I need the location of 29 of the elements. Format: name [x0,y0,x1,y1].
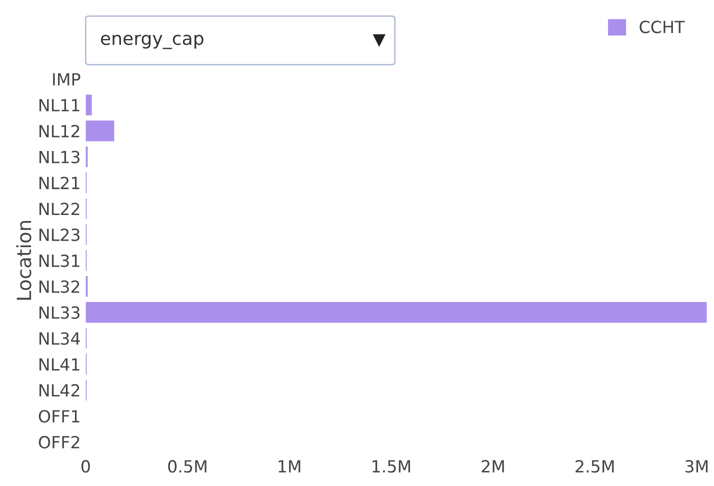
y-tick-label: NL23 [39,228,80,242]
y-tick-label: OFF1 [38,410,80,423]
bar [86,94,92,116]
y-tick-label: OFF2 [38,436,80,449]
y-tick-label: NL42 [39,384,80,396]
y-tick-label: NL21 [39,176,80,190]
x-tick-label: 0.5M [168,460,206,473]
legend-label: CCHT [640,20,685,34]
y-tick-label: NL11 [39,99,80,112]
y-axis-title: Location [16,221,32,300]
y-tick-label: NL41 [39,358,80,371]
y-tick-label: NL34 [39,332,80,345]
x-tick-label: 2.5M [576,460,614,473]
x-tick-label: 2M [482,460,504,472]
text: energy_cap [100,34,204,50]
bar [86,120,114,142]
y-tick-label: NL12 [39,124,80,138]
x-tick-label: 0 [81,460,90,473]
x-tick-label: 3M [685,460,708,473]
y-tick-label: IMP [53,73,80,86]
x-tick-label: 1.5M [372,460,410,473]
y-tick-label: NL13 [39,150,80,164]
bar [86,302,707,323]
y-tick-label: NL31 [39,254,80,268]
y-tick-label: NL32 [39,280,80,293]
y-tick-label: NL22 [39,202,80,215]
y-tick-label: NL33 [39,306,80,319]
x-tick-label: 1M [278,460,300,472]
text: ▼ [372,34,386,47]
